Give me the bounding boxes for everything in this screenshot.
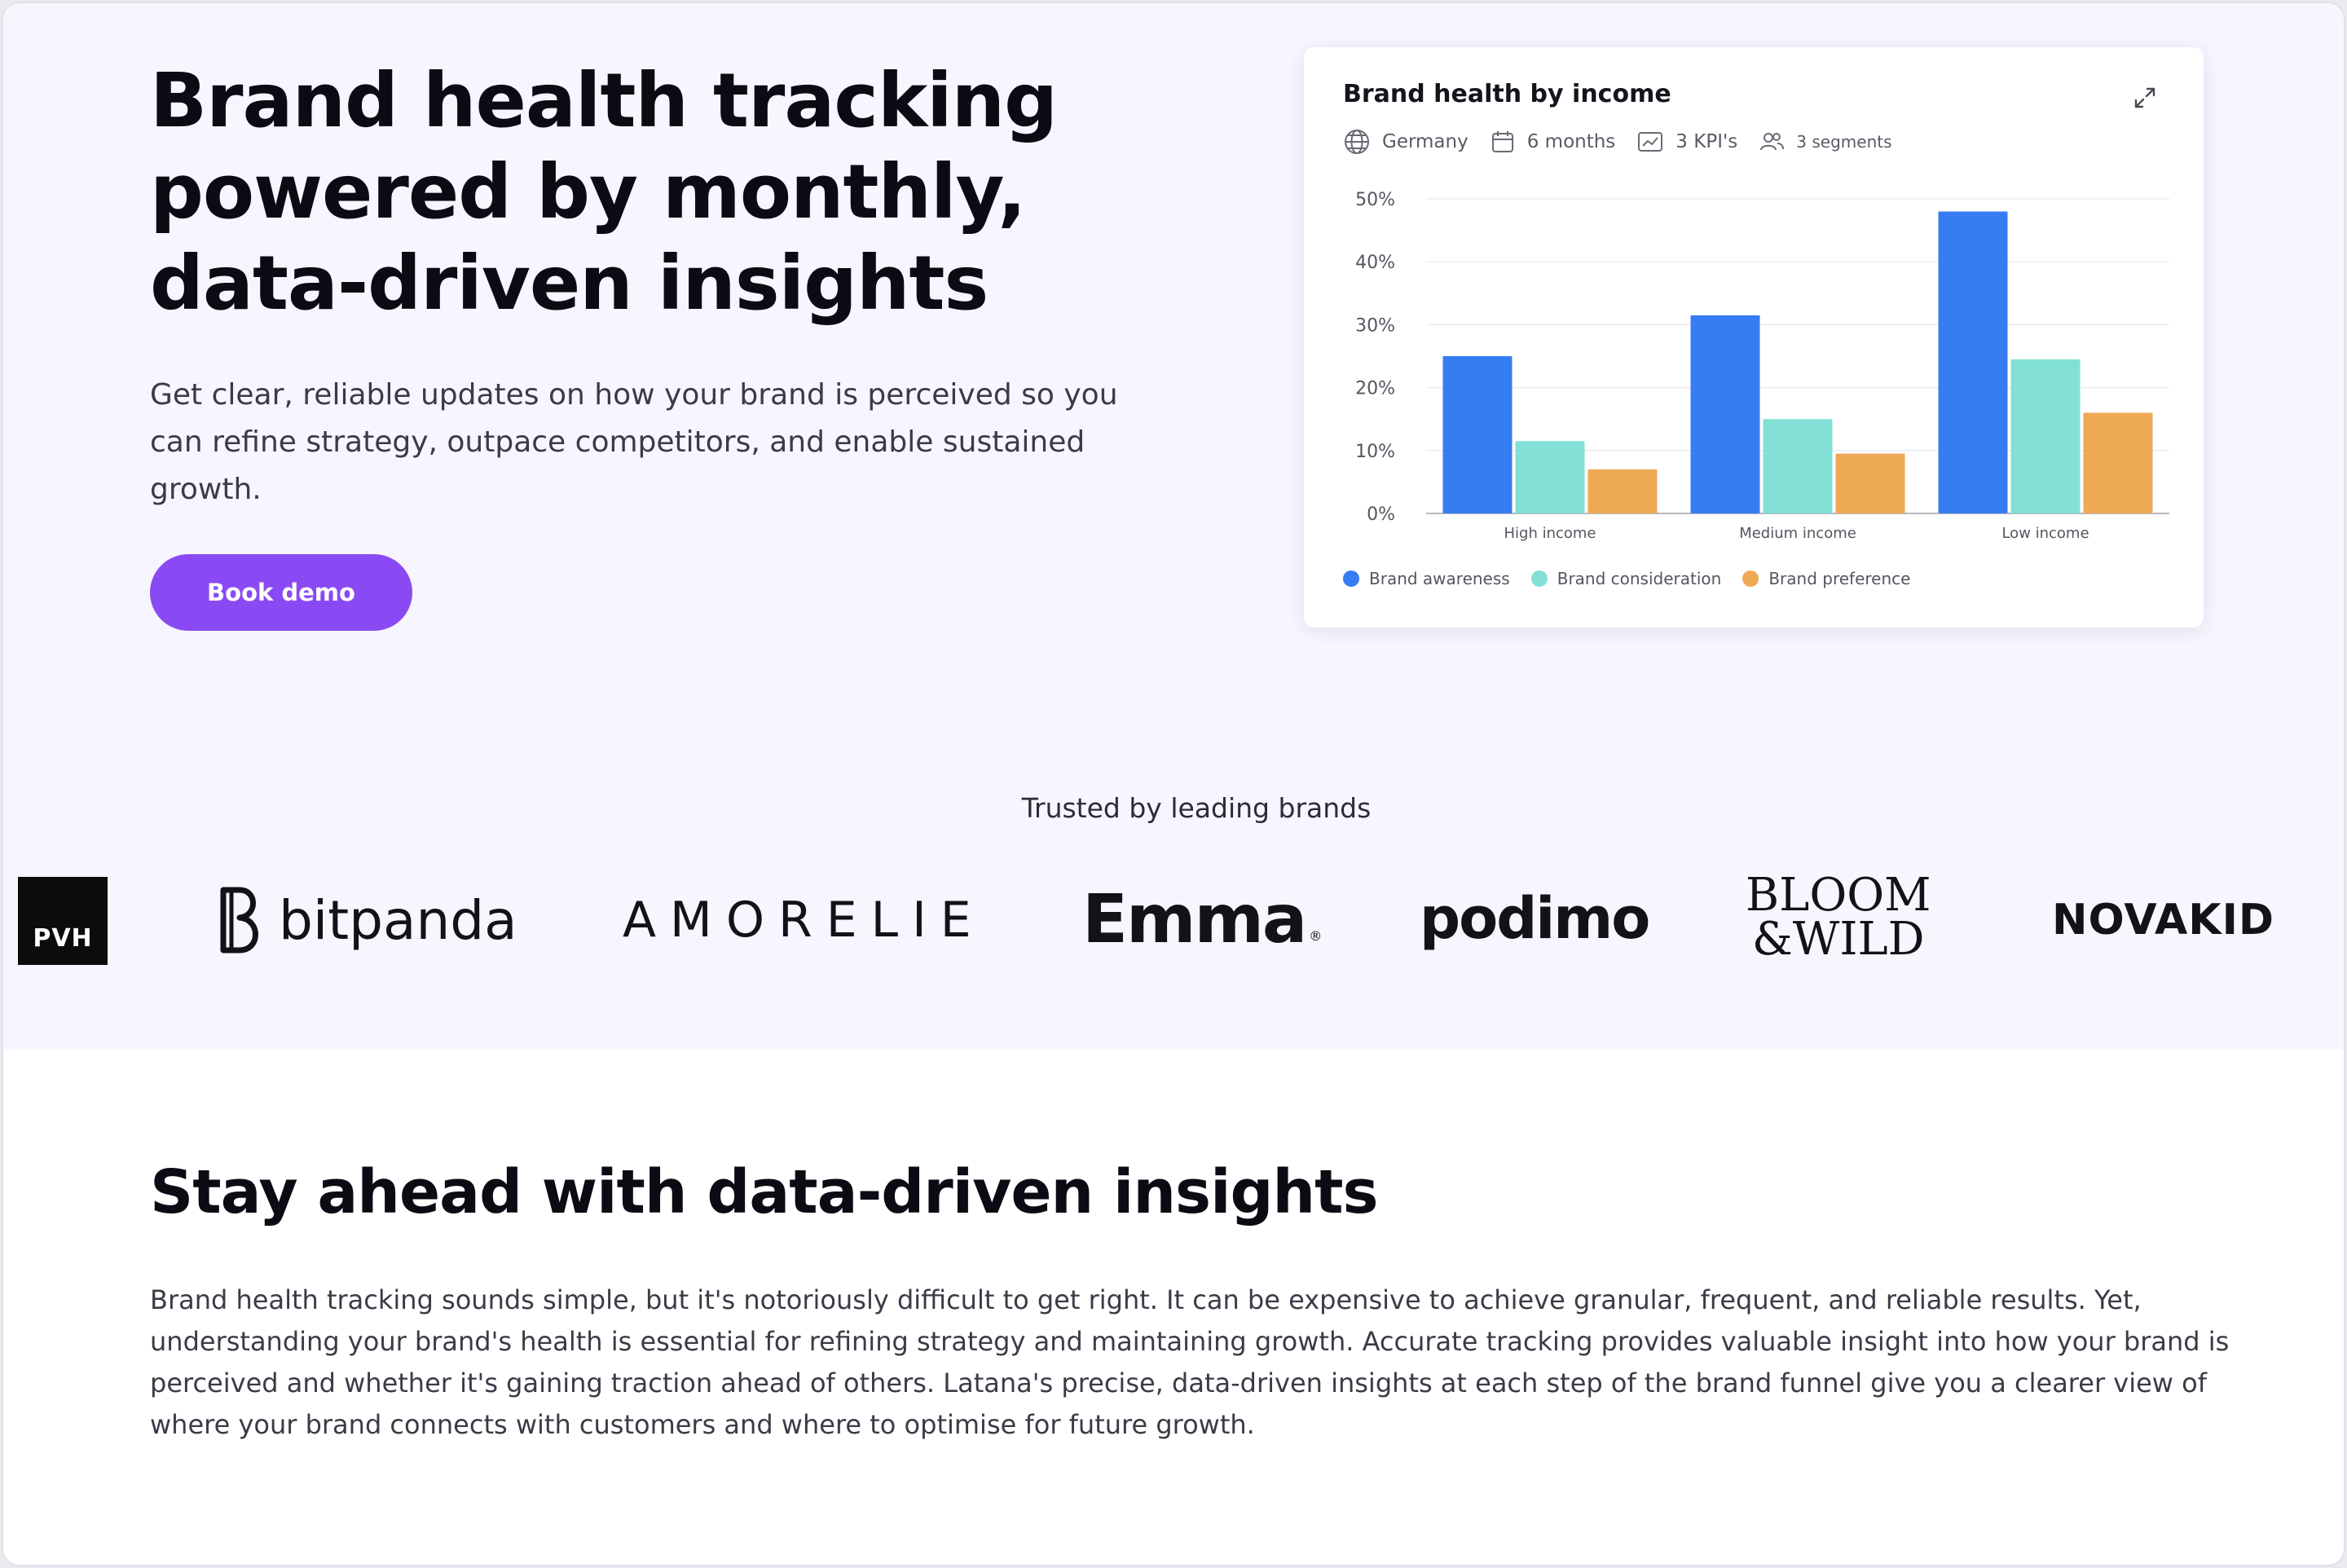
calendar-icon [1491, 131, 1513, 152]
bar [1938, 211, 2008, 513]
legend-item[interactable]: Brand preference [1742, 569, 1910, 588]
legend-label: Brand consideration [1557, 569, 1722, 588]
bar [2010, 359, 2081, 513]
y-tick-label: 30% [1355, 315, 1395, 336]
legend-swatch-consideration [1530, 570, 1548, 587]
bar [1763, 419, 1833, 513]
trusted-heading-text: Trusted by leading brands [1021, 792, 1372, 824]
x-tick-label: Medium income [1739, 525, 1856, 542]
x-tick-label: Low income [2001, 525, 2089, 542]
chart-card: Brand health by income Germany 6 [1304, 47, 2204, 628]
logo-bloom-line: BLOOM [1746, 869, 1931, 922]
section-title: Stay ahead with data-driven insights [150, 1157, 1379, 1227]
y-tick-label: 40% [1355, 253, 1395, 273]
x-tick-label: High income [1504, 525, 1596, 542]
book-demo-button[interactable]: Book demo [150, 554, 412, 631]
meta-segments[interactable]: 3 segments [1759, 130, 1892, 154]
section-body-line: perceived and whether it's gaining tract… [150, 1368, 2207, 1398]
logo-bloom-wild: BLOOM &WILD [1746, 869, 1931, 971]
logo-novakid: NOVAKID [2052, 896, 2275, 945]
legend-swatch-preference [1742, 570, 1759, 587]
bar [1587, 469, 1658, 513]
y-tick-label: 20% [1355, 379, 1395, 399]
logo-pvh: PVH [18, 877, 108, 965]
hero-title-line: data-driven insights [150, 240, 989, 327]
meta-country-label: Germany [1382, 131, 1469, 152]
section-body: Brand health tracking sounds simple, but… [150, 1280, 2236, 1446]
expand-icon [2134, 87, 2155, 108]
section-body-line: where your brand connects with customers… [150, 1409, 1255, 1440]
legend-item[interactable]: Brand awareness [1343, 569, 1510, 588]
logo-bitpanda-text: bitpanda [279, 888, 517, 952]
trusted-heading: Trusted by leading brands [3, 792, 2344, 824]
chart-icon [1638, 132, 1663, 152]
y-tick-label: 10% [1355, 442, 1395, 462]
chart-legend: Brand awareness Brand consideration Bran… [1343, 569, 1931, 588]
legend-label: Brand preference [1768, 569, 1911, 588]
logo-amorelie: AMORELIE [623, 892, 985, 949]
meta-country[interactable]: Germany [1343, 128, 1469, 156]
section-body-line: understanding your brand's health is ess… [150, 1326, 2230, 1357]
expand-button[interactable] [2127, 80, 2163, 116]
logo-bitpanda: bitpanda [217, 883, 517, 957]
logo-podimo: podimo [1420, 885, 1650, 952]
meta-kpis[interactable]: 3 KPI's [1636, 130, 1737, 154]
meta-period-label: 6 months [1526, 131, 1616, 152]
users-icon [1760, 133, 1785, 151]
section-body-line: Brand health tracking sounds simple, but… [150, 1284, 2142, 1315]
bar [2083, 412, 2153, 513]
y-tick-label: 0% [1367, 504, 1395, 525]
bar [1515, 441, 1585, 513]
y-tick-label: 50% [1355, 190, 1395, 210]
bar [1690, 315, 1760, 513]
hero-description-line: can refine strategy, outpace competitors… [150, 425, 1085, 459]
hero-description-line: Get clear, reliable updates on how your … [150, 378, 1118, 412]
legend-label: Brand awareness [1369, 569, 1510, 588]
hero-title-line: powered by monthly, [150, 148, 1026, 236]
bar-chart: 0% 10% 20% 30% 40% 50% High income Medium incom… [1355, 190, 2169, 542]
logo-emma-mark: ® [1309, 927, 1323, 944]
logo-strip: PVH bitpanda AMORELIE Emma ® podimo BLOO… [3, 867, 2344, 981]
bitpanda-mark-icon [220, 887, 258, 954]
bar [1835, 453, 1905, 513]
meta-period[interactable]: 6 months [1490, 129, 1616, 155]
legend-item[interactable]: Brand consideration [1530, 569, 1722, 588]
hero-title: Brand health tracking powered by monthly… [150, 55, 1209, 329]
legend-swatch-awareness [1343, 570, 1359, 587]
logo-bloom-line: &WILD [1751, 913, 1925, 966]
hero-section: Brand health tracking powered by monthly… [3, 3, 2344, 1050]
bar [1442, 356, 1513, 513]
hero-title-line: Brand health tracking [150, 57, 1058, 144]
logo-emma: Emma ® [1082, 880, 1322, 958]
chart-meta: Germany 6 months 3 KPI's [1343, 126, 1913, 158]
logo-emma-text: Emma [1082, 880, 1307, 958]
chart-card-title: Brand health by income [1343, 80, 1671, 108]
globe-icon [1345, 130, 1369, 154]
hero-description-line: growth. [150, 473, 262, 506]
meta-kpis-label: 3 KPI's [1675, 131, 1738, 152]
hero-description: Get clear, reliable updates on how your … [150, 372, 1128, 513]
meta-segments-label: 3 segments [1796, 132, 1892, 152]
